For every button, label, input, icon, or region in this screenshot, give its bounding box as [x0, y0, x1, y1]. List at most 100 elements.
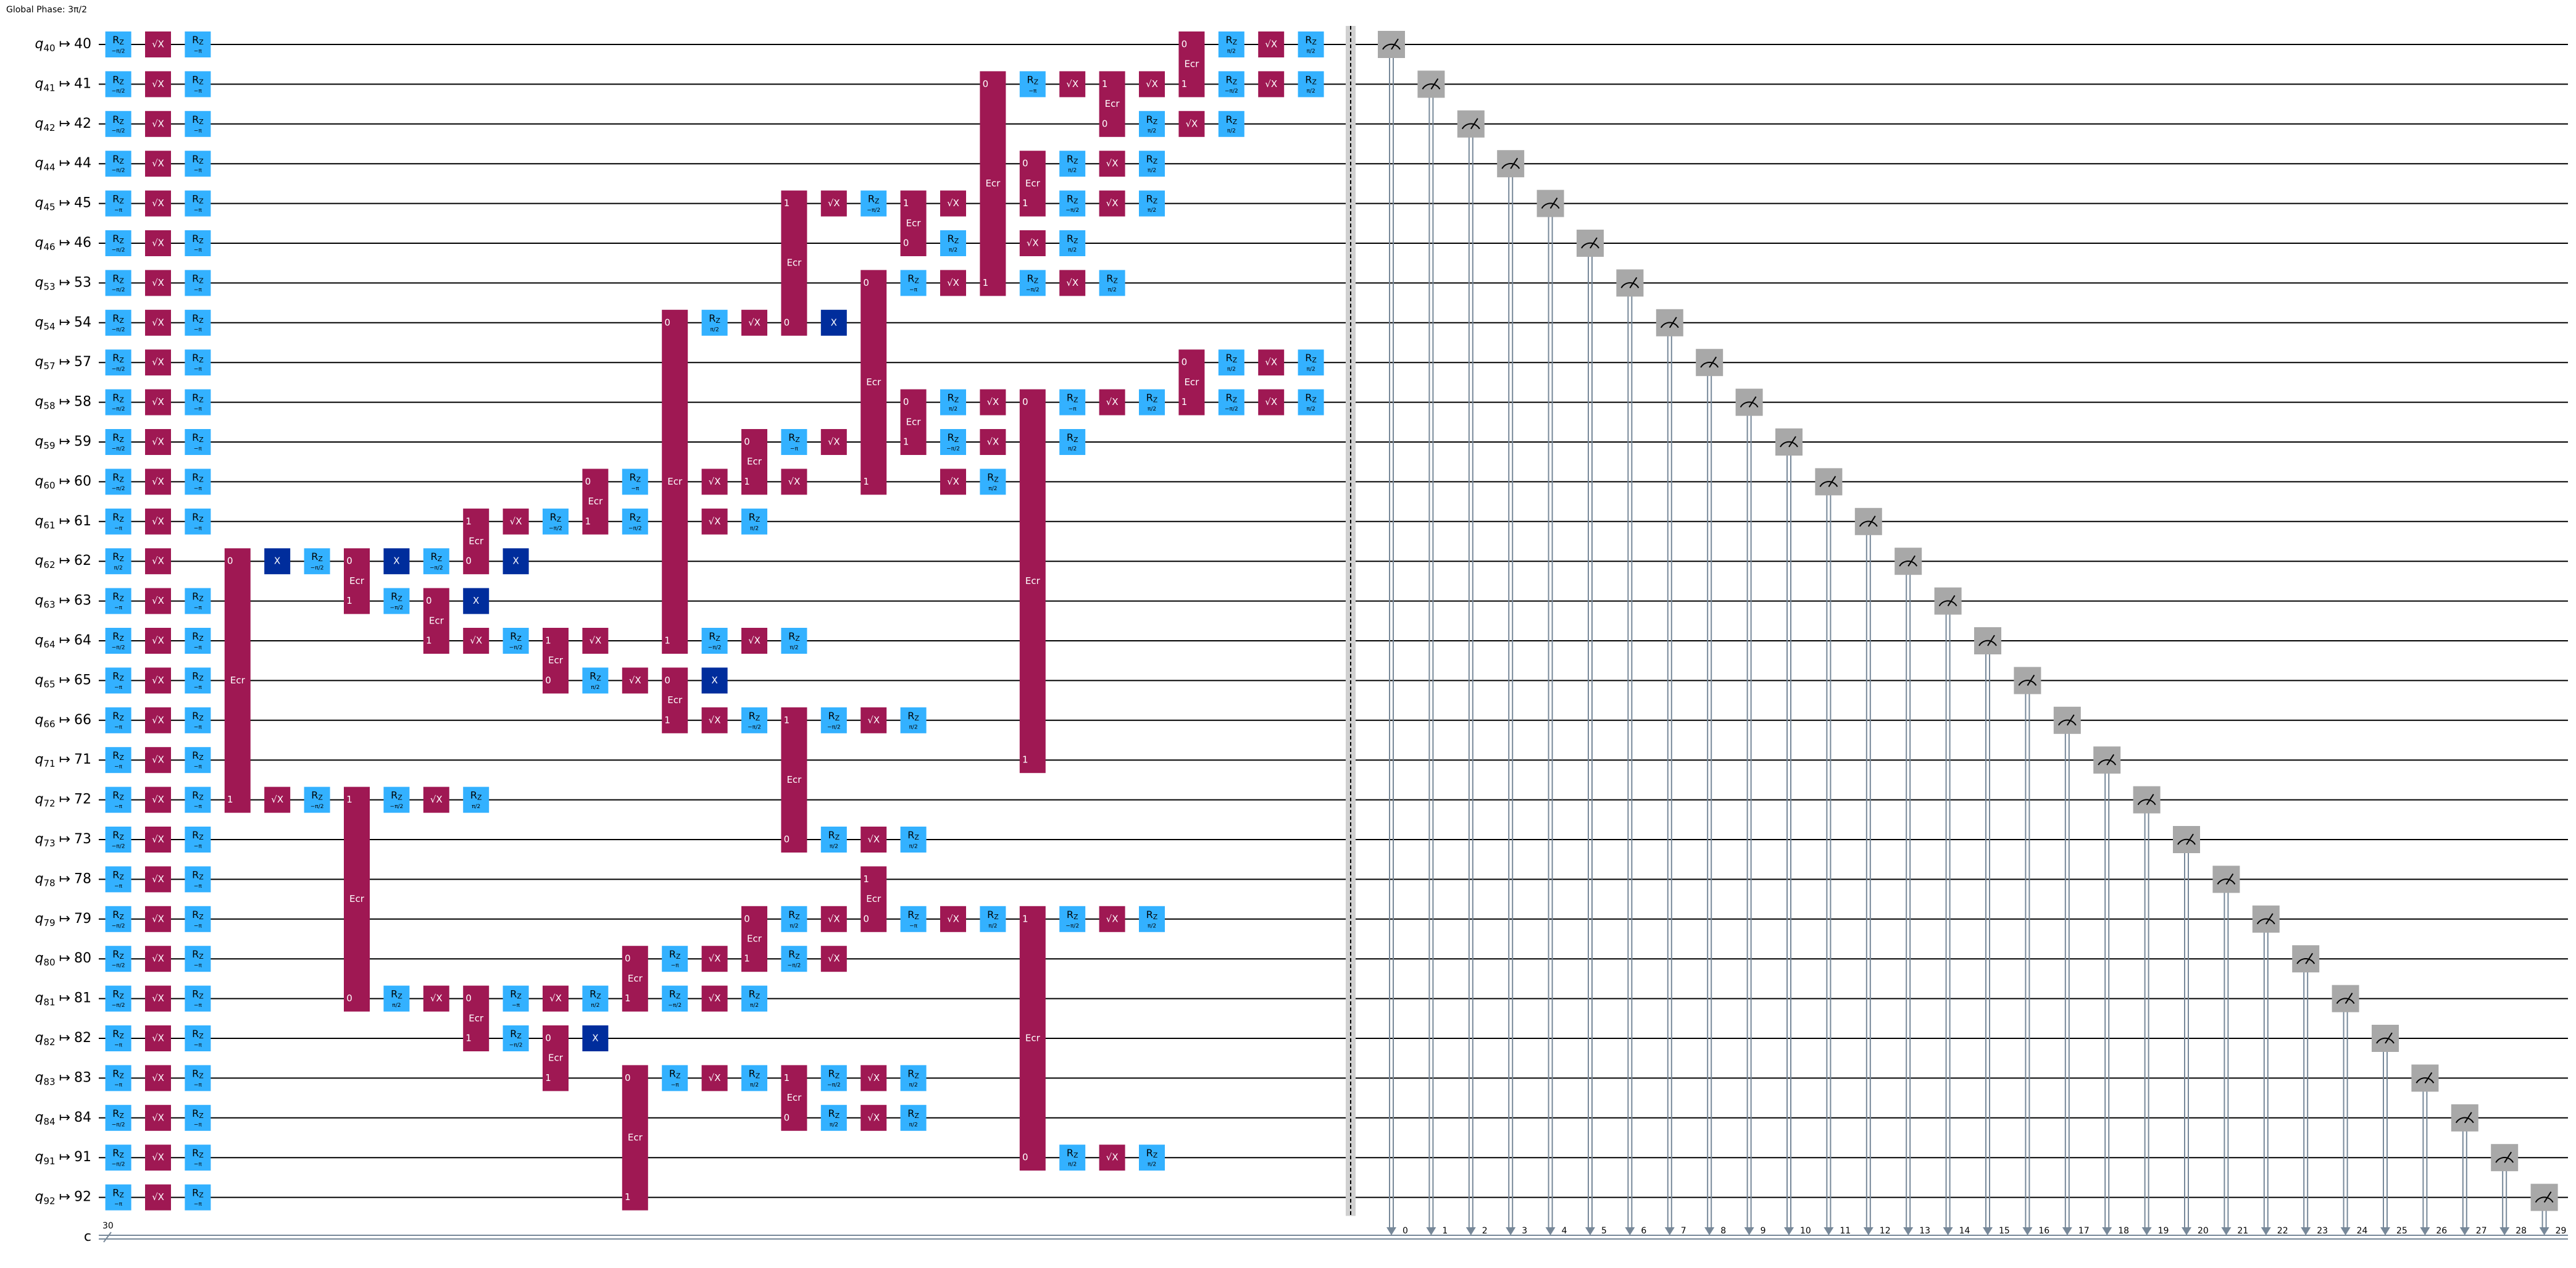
wire-label: q78 ↦ 78 [35, 871, 92, 888]
sx-gate [1099, 906, 1125, 932]
rz-parameter: π/2 [909, 844, 918, 850]
sx-gate [463, 628, 490, 654]
rz-gate-label: RZ [112, 1147, 124, 1160]
measure-arrow [1625, 1227, 1635, 1235]
rz-subscript: Z [636, 475, 641, 483]
rz-parameter: −π/2 [112, 1122, 125, 1128]
rz-gate-label: RZ [112, 590, 124, 603]
rz-gate [185, 866, 211, 893]
gates: RZ−π/2√X RZ−πRZ−π/2√X RZ−πRZ−π/2√X RZ−πRZ−π… [105, 31, 1324, 1211]
rz-gate-label: RZ [112, 670, 124, 683]
rz-parameter: π/2 [1108, 287, 1117, 293]
ecr-gate [344, 548, 370, 614]
rz-gate [781, 946, 807, 972]
rz-gate [1059, 1145, 1086, 1171]
measure-meter [2137, 799, 2156, 806]
rz-parameter: −π/2 [112, 1162, 125, 1168]
rz-gate [1139, 111, 1165, 137]
sx-gate-label: √X [1146, 78, 1158, 90]
rz-subscript: Z [119, 356, 124, 364]
rz-gate [861, 190, 887, 217]
map-symbol: ↦ [59, 434, 70, 449]
sx-gate [145, 985, 171, 1012]
wire-register: q [35, 1070, 44, 1085]
rz-subscript: Z [119, 953, 124, 961]
rz-gate-label: RZ [1067, 233, 1078, 246]
ecr-port-label: 1 [744, 953, 750, 964]
rz-name: R [788, 630, 795, 642]
rz-subscript: Z [119, 595, 124, 603]
rz-gate [1059, 906, 1086, 932]
rz-subscript: Z [914, 277, 919, 285]
rz-subscript: Z [318, 555, 323, 563]
rz-parameter: −π/2 [748, 724, 761, 730]
rz-gate-label: RZ [1067, 391, 1078, 404]
rz-parameter: π/2 [949, 248, 957, 254]
rz-parameter: −π/2 [112, 248, 125, 254]
rz-parameter: −π [194, 168, 202, 174]
rz-name: R [1146, 193, 1153, 204]
rz-name: R [1225, 352, 1232, 364]
rz-gate [185, 747, 211, 774]
rz-parameter: −π [194, 88, 202, 94]
rz-gate-label: RZ [112, 471, 124, 484]
rz-parameter: π/2 [1227, 367, 1236, 373]
ecr-port-label: 1 [1102, 78, 1108, 90]
rz-name: R [112, 511, 119, 522]
ecr-gate-label: Ecr [230, 675, 246, 686]
measure-meter [1501, 163, 1520, 169]
rz-name: R [192, 630, 199, 642]
rz-parameter: −π [194, 685, 202, 691]
ecr-gate [463, 508, 490, 575]
rz-name: R [192, 908, 199, 920]
sx-gate [582, 628, 609, 654]
rz-parameter: π/2 [1148, 1162, 1156, 1168]
ecr-gate-label: Ecr [667, 476, 683, 487]
sx-gate [1258, 389, 1285, 415]
rz-parameter: π/2 [830, 844, 838, 850]
rz-name: R [192, 193, 199, 204]
ecr-gate [781, 1065, 807, 1131]
rz-subscript: Z [119, 555, 124, 563]
rz-subscript: Z [1073, 157, 1078, 165]
sx-gate-label: √X [629, 675, 641, 686]
rz-subscript: Z [119, 993, 124, 1001]
rz-subscript: Z [199, 873, 204, 881]
rz-parameter: −π/2 [1225, 406, 1238, 412]
rz-parameter: −π/2 [390, 804, 404, 810]
rz-gate [185, 429, 211, 455]
rz-subscript: Z [119, 833, 124, 841]
rz-name: R [192, 471, 199, 483]
wire-label: q84 ↦ 84 [35, 1110, 92, 1127]
rz-name: R [192, 988, 199, 999]
rz-subscript: Z [795, 436, 800, 444]
wire-target: 63 [74, 593, 91, 609]
rz-name: R [709, 312, 715, 323]
wire-register: q [35, 1190, 44, 1205]
rz-gate-label: RZ [112, 749, 124, 762]
measure-arrow [1744, 1227, 1754, 1235]
rz-parameter: −π/2 [390, 605, 404, 611]
wire-label: q92 ↦ 92 [35, 1190, 92, 1207]
wire-label: q54 ↦ 54 [35, 315, 92, 332]
wire-target: 71 [74, 752, 91, 767]
measure-meter [2057, 719, 2077, 726]
rz-parameter: π/2 [1227, 49, 1236, 55]
measure-needle [1590, 237, 1598, 249]
rz-gate-label: RZ [709, 630, 720, 643]
sx-gate [145, 111, 171, 137]
rz-subscript: Z [119, 674, 124, 682]
sx-gate-label: √X [152, 515, 164, 527]
x-gate-label: X [473, 595, 479, 606]
rz-name: R [1305, 391, 1312, 403]
rz-parameter: −π/2 [112, 327, 125, 333]
rz-parameter: −π/2 [112, 486, 125, 492]
rz-gate [105, 588, 131, 614]
ecr-port-label: 1 [903, 436, 909, 448]
rz-gate [1139, 151, 1165, 177]
x-gate-label: X [831, 317, 837, 328]
rz-gate-label: RZ [430, 551, 442, 564]
measure-needle [1828, 475, 1836, 487]
rz-name: R [112, 153, 119, 165]
rz-name: R [669, 948, 676, 960]
